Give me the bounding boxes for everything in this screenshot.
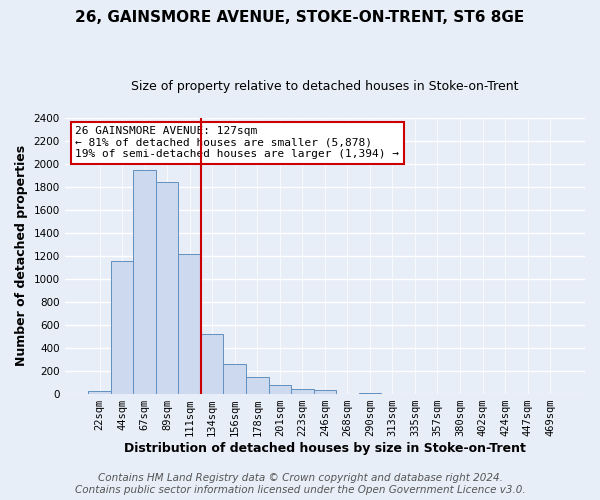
Bar [246,377,269,394]
Title: Size of property relative to detached houses in Stoke-on-Trent: Size of property relative to detached ho… [131,80,518,93]
Bar [314,390,336,394]
Bar [156,182,178,394]
Text: Contains HM Land Registry data © Crown copyright and database right 2024.
Contai: Contains HM Land Registry data © Crown c… [74,474,526,495]
Bar [133,170,156,394]
Bar [291,388,314,394]
Bar [359,392,381,394]
Text: 26, GAINSMORE AVENUE, STOKE-ON-TRENT, ST6 8GE: 26, GAINSMORE AVENUE, STOKE-ON-TRENT, ST… [76,10,524,25]
Bar [269,385,291,394]
Y-axis label: Number of detached properties: Number of detached properties [15,146,28,366]
Bar [223,364,246,394]
Bar [178,254,201,394]
Bar [88,391,111,394]
X-axis label: Distribution of detached houses by size in Stoke-on-Trent: Distribution of detached houses by size … [124,442,526,455]
Bar [201,334,223,394]
Bar [111,261,133,394]
Text: 26 GAINSMORE AVENUE: 127sqm
← 81% of detached houses are smaller (5,878)
19% of : 26 GAINSMORE AVENUE: 127sqm ← 81% of det… [75,126,399,160]
